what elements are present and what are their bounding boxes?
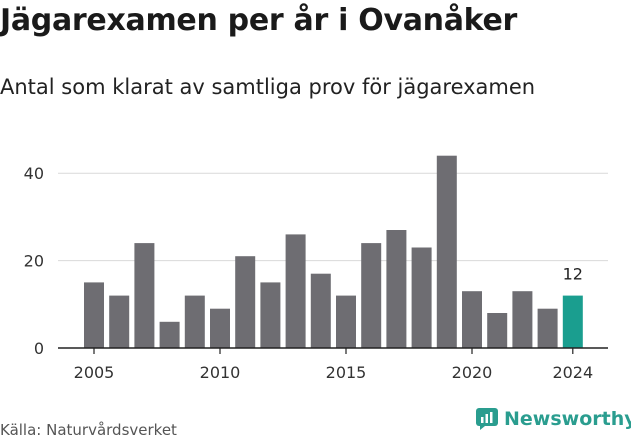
x-tick-label: 2010 (200, 363, 241, 382)
data-label: 12 (563, 265, 583, 284)
chart-title: Jägarexamen per år i Ovanåker (0, 3, 518, 38)
y-tick-label: 0 (34, 339, 44, 358)
bar (210, 308, 230, 348)
bar (512, 291, 533, 348)
bar (84, 282, 104, 348)
bar (411, 247, 432, 348)
y-tick-label: 40 (24, 164, 44, 183)
x-tick-label: 2005 (74, 363, 115, 382)
bar-highlight (562, 295, 583, 348)
x-tick-label: 2024 (552, 363, 593, 382)
bar (235, 256, 256, 348)
bar (285, 234, 306, 348)
x-tick-label: 2015 (326, 363, 367, 382)
bar (310, 273, 331, 348)
source-note: Källa: Naturvårdsverket (0, 421, 177, 439)
bar (487, 313, 508, 348)
bar-chart: 0 20 40 12 2005 2010 2015 2020 2024 (24, 155, 608, 382)
bar (537, 308, 558, 348)
bar (109, 295, 130, 348)
bar (436, 155, 457, 348)
bar (184, 295, 205, 348)
bar (336, 295, 356, 348)
x-tick-label: 2020 (452, 363, 493, 382)
brand-logo-group: Newsworthy (476, 408, 631, 430)
bar (134, 243, 155, 348)
newsworthy-logo-icon (476, 408, 498, 430)
chart-subtitle: Antal som klarat av samtliga prov för jä… (0, 75, 536, 99)
y-tick-label: 20 (24, 252, 44, 271)
bar (462, 291, 482, 348)
bar (386, 230, 407, 348)
bar (159, 321, 180, 348)
brand-name: Newsworthy (504, 408, 631, 430)
bar (260, 282, 281, 348)
bar (361, 243, 382, 348)
